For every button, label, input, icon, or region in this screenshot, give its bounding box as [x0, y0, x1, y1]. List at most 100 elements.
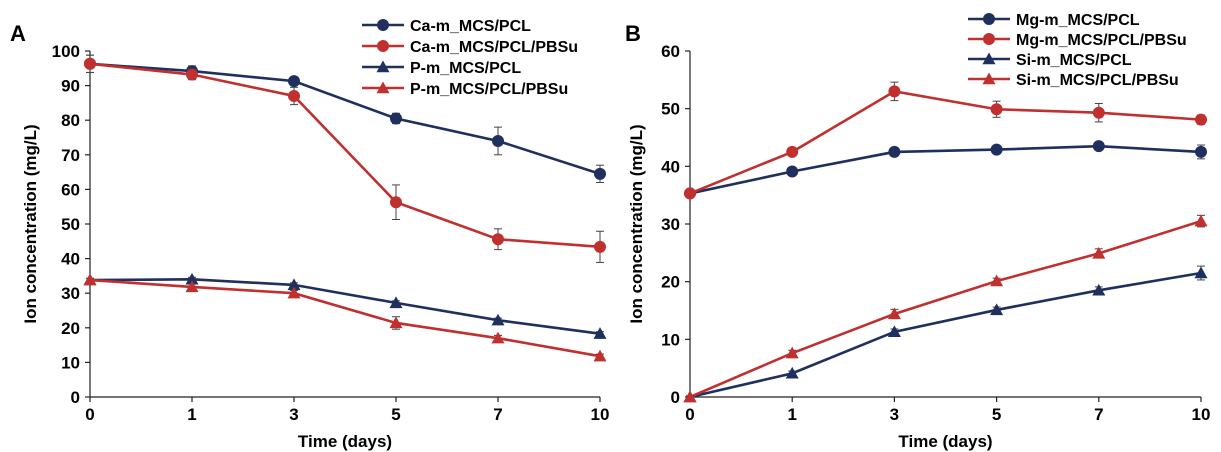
series-Ca-m_MCS/PCL/PBSu [84, 54, 606, 263]
series-Mg-m_MCS/PCL [684, 140, 1207, 200]
x-tick-label: 1 [787, 405, 796, 424]
data-point [491, 313, 505, 326]
legend-label: Si-m_MCS/PCL [1016, 52, 1132, 69]
data-point [1195, 145, 1207, 158]
series-Si-m_MCS/PCL/PBSu [683, 214, 1208, 403]
data-point [786, 145, 799, 158]
data-point [492, 134, 504, 147]
series-line [689, 271, 1202, 399]
data-point [594, 240, 606, 253]
y-tick-label: 100 [52, 42, 80, 61]
y-tick-label: 70 [61, 146, 80, 165]
x-tick-label: 7 [493, 405, 502, 424]
series-Mg-m_MCS/PCL/PBSu [684, 81, 1207, 200]
data-point [785, 346, 799, 359]
legend-marker [376, 60, 390, 73]
data-point [786, 165, 799, 178]
y-tick-label: 20 [61, 319, 80, 338]
y-tick-label: 10 [61, 353, 80, 372]
series-line [89, 62, 601, 249]
data-point [390, 196, 402, 209]
y-tick-label: 80 [61, 111, 80, 130]
data-point [785, 366, 799, 379]
series-line [689, 144, 1202, 195]
data-point [887, 307, 901, 320]
x-tick-label: 0 [85, 405, 94, 424]
data-point [186, 68, 198, 81]
legend-item: Ca-m_MCS/PCL [362, 18, 531, 35]
y-tick-label: 40 [61, 250, 80, 269]
y-tick-label: 10 [661, 330, 680, 349]
legend: Ca-m_MCS/PCL Ca-m_MCS/PCL/PBSu P-m_MCS/PCL… [362, 18, 578, 98]
data-point [990, 143, 1003, 156]
x-tick-label: 10 [1192, 405, 1211, 424]
series-line [89, 62, 601, 176]
y-tick-label: 30 [661, 215, 680, 234]
data-point [593, 349, 607, 362]
y-axis-label: Ion concentration (mg/L) [627, 124, 646, 323]
legend-marker [377, 40, 389, 52]
data-point [888, 145, 901, 158]
y-tick-label: 20 [661, 273, 680, 292]
data-point [888, 85, 901, 98]
data-point [185, 272, 199, 285]
x-tick-label: 5 [992, 405, 1001, 424]
data-point [683, 390, 697, 403]
legend-label: P-m_MCS/PCL [410, 60, 521, 77]
y-tick-label: 50 [661, 100, 680, 119]
chart-panel-b: B 0 10 20 30 40 50 60 0 1 3 5 7 10 Time (days) Ion conc… [625, 12, 1210, 451]
legend: Mg-m_MCS/PCL Mg-m_MCS/PCL/PBSu Si-m_MCS/PC… [968, 12, 1187, 89]
data-point [594, 167, 606, 180]
data-point [288, 89, 300, 102]
series-line [689, 219, 1202, 399]
data-point [1092, 246, 1106, 259]
data-point [288, 75, 300, 88]
data-point [1195, 113, 1207, 126]
chart-panel-a: A 0 10 20 30 40 50 60 70 80 90 100 0 1 3 5 7 10 Time (days… [10, 18, 609, 451]
data-point [990, 303, 1004, 316]
series-line [89, 278, 601, 358]
data-point [491, 331, 505, 344]
x-tick-label: 0 [685, 405, 694, 424]
legend-label: Ca-m_MCS/PCL/PBSu [410, 39, 578, 56]
data-point [389, 316, 403, 329]
legend-label: Si-m_MCS/PCL/PBSu [1016, 72, 1179, 89]
data-point [684, 187, 696, 200]
legend-item: Si-m_MCS/PCL [968, 52, 1132, 69]
legend-marker [376, 81, 390, 94]
legend-label: Mg-m_MCS/PCL/PBSu [1016, 32, 1187, 49]
data-point [492, 233, 504, 246]
data-point [990, 103, 1003, 116]
legend-marker [983, 13, 995, 25]
legend-label: Ca-m_MCS/PCL [410, 18, 531, 35]
data-point [887, 325, 901, 338]
x-tick-label: 3 [890, 405, 899, 424]
legend-marker [982, 52, 996, 65]
y-tick-label: 30 [61, 284, 80, 303]
y-tick-label: 60 [61, 180, 80, 199]
y-tick-label: 60 [661, 42, 680, 61]
x-axis-label: Time (days) [298, 432, 392, 451]
y-axis-label: Ion concentration (mg/L) [21, 124, 40, 323]
legend-item: Mg-m_MCS/PCL/PBSu [968, 32, 1187, 49]
data-point [990, 274, 1004, 287]
data-point [185, 280, 199, 293]
legend-item: Si-m_MCS/PCL/PBSu [968, 72, 1179, 89]
data-point [389, 296, 403, 309]
legend-item: P-m_MCS/PCL/PBSu [362, 81, 568, 98]
series-line [689, 90, 1202, 195]
data-point [83, 273, 97, 286]
series-P-m_MCS/PCL/PBSu [83, 273, 607, 362]
legend-marker [377, 19, 389, 31]
y-tick-label: 0 [71, 388, 80, 407]
data-point [287, 286, 301, 299]
x-tick-label: 3 [289, 405, 298, 424]
series-line [89, 278, 601, 335]
legend-label: P-m_MCS/PCL/PBSu [410, 81, 568, 98]
legend-label: Mg-m_MCS/PCL [1016, 12, 1140, 29]
x-tick-label: 5 [391, 405, 400, 424]
legend-marker [982, 72, 996, 85]
y-tick-label: 90 [61, 77, 80, 96]
y-tick-label: 0 [671, 388, 680, 407]
legend-item: Ca-m_MCS/PCL/PBSu [362, 39, 578, 56]
